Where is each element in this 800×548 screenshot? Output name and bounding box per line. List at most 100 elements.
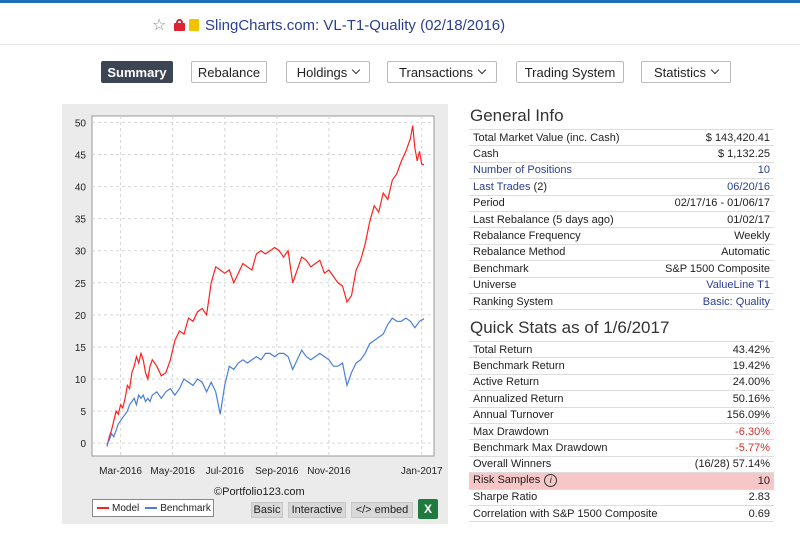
- x-tick-label: Sep-2016: [255, 466, 299, 477]
- quick-stats-title: Quick Stats as of 1/6/2017: [470, 318, 670, 337]
- y-tick-label: 15: [75, 343, 87, 354]
- chart-interactive-label: Interactive: [291, 504, 343, 516]
- chart-credit: ©Portfolio123.com: [214, 486, 305, 498]
- chevron-down-icon: [352, 65, 361, 75]
- row-value: S&P 1500 Composite: [645, 260, 774, 278]
- row-value: Automatic: [645, 243, 774, 261]
- y-tick-label: 50: [75, 118, 87, 129]
- row-value: 19.42%: [681, 357, 774, 375]
- row-value: (16/28) 57.14%: [681, 455, 774, 473]
- tab-statistics[interactable]: Statistics: [641, 61, 731, 83]
- excel-icon[interactable]: X: [418, 499, 438, 519]
- row-value: 43.42%: [681, 340, 774, 358]
- page-title: SlingCharts.com: VL-T1-Quality (02/18/20…: [205, 16, 506, 34]
- last-trades-link[interactable]: Last Trades: [473, 180, 531, 193]
- row-value: Weekly: [645, 227, 774, 245]
- tab-rebalance[interactable]: Rebalance: [191, 61, 267, 83]
- table-row: Rebalance Frequency Weekly: [469, 227, 774, 245]
- legend-benchmark-swatch: [145, 507, 158, 509]
- quick-stats-table: Total Return 43.42% Benchmark Return 19.42…: [469, 340, 774, 523]
- number-of-positions-link[interactable]: Number of Positions: [469, 161, 646, 179]
- legend-benchmark: Benchmark: [145, 503, 211, 514]
- row-label: Annual Turnover: [469, 406, 682, 424]
- chart-svg: 0 5 10 15 20 25 30 35 40 45 50 Mar-2016 May-2016 Jul-…: [75, 115, 443, 477]
- row-label: Total Market Value (inc. Cash): [469, 128, 646, 146]
- table-row: Benchmark Return 19.42%: [469, 357, 774, 375]
- table-row: Total Market Value (inc. Cash) $ 143,420.…: [469, 128, 774, 146]
- table-row: Sharpe Ratio 2.83: [469, 488, 774, 506]
- chart-basic-button[interactable]: Basic: [251, 502, 283, 518]
- risk-samples-cell: Risk Samples i: [469, 472, 682, 490]
- tab-summary-label: Summary: [107, 64, 167, 80]
- table-row: Number of Positions 10: [469, 161, 774, 179]
- row-label: Sharpe Ratio: [469, 488, 682, 506]
- tab-transactions[interactable]: Transactions: [387, 61, 497, 83]
- model-series-line: [106, 125, 425, 447]
- row-value: $ 143,420.41: [645, 128, 774, 146]
- chart-embed-label: </> embed: [355, 504, 409, 516]
- row-label: Benchmark: [469, 260, 646, 278]
- tab-statistics-label: Statistics: [653, 64, 706, 80]
- info-icon[interactable]: i: [544, 474, 558, 488]
- row-label: Risk Samples: [473, 474, 541, 487]
- benchmark-series-line: [106, 317, 425, 445]
- tab-transactions-label: Transactions: [399, 64, 473, 80]
- table-row: Benchmark S&P 1500 Composite: [469, 260, 774, 278]
- row-label: Last Rebalance (5 days ago): [469, 210, 646, 228]
- row-label: Benchmark Return: [469, 357, 682, 375]
- last-trades-date-link[interactable]: 06/20/16: [645, 178, 774, 196]
- row-label: Overall Winners: [469, 455, 682, 473]
- chevron-down-icon: [477, 65, 487, 75]
- last-trades-count: (2): [533, 180, 547, 193]
- tab-trading-system-label: Trading System: [524, 64, 616, 80]
- top-accent-bar: [0, 0, 800, 3]
- last-trades-cell: Last Trades (2): [469, 178, 646, 196]
- table-row: Total Return 43.42%: [469, 340, 774, 358]
- x-tick-label: Nov-2016: [307, 466, 351, 477]
- row-value: 156.09%: [681, 406, 774, 424]
- table-row: Period 02/17/16 - 01/06/17: [469, 194, 774, 212]
- number-of-positions-value[interactable]: 10: [645, 161, 774, 179]
- y-tick-label: 25: [75, 279, 87, 290]
- table-row: Overall Winners (16/28) 57.14%: [469, 455, 774, 473]
- legend-model-label: Model: [112, 502, 140, 514]
- table-row: Last Rebalance (5 days ago) 01/02/17: [469, 210, 774, 228]
- row-value: -6.30%: [681, 422, 774, 440]
- row-value: 10: [681, 472, 774, 490]
- x-tick-label: Jan-2017: [401, 466, 443, 477]
- tab-holdings-label: Holdings: [296, 64, 348, 80]
- ranking-system-link[interactable]: Basic: Quality: [645, 292, 774, 311]
- x-tick-label: May-2016: [150, 466, 195, 477]
- tab-holdings[interactable]: Holdings: [286, 61, 370, 83]
- universe-link[interactable]: ValueLine T1: [645, 276, 774, 294]
- table-row: Rebalance Method Automatic: [469, 243, 774, 261]
- row-value: -5.77%: [681, 439, 774, 457]
- tab-summary[interactable]: Summary: [101, 61, 173, 83]
- x-tick-label: Jul-2016: [206, 466, 245, 477]
- y-tick-label: 40: [75, 183, 87, 194]
- row-value: 2.83: [681, 488, 774, 506]
- excel-icon-label: X: [423, 502, 432, 516]
- note-icon: [189, 19, 199, 31]
- table-row: Active Return 24.00%: [469, 373, 774, 391]
- performance-chart: 0 5 10 15 20 25 30 35 40 45 50 Mar-2016 May-2016 Jul-…: [62, 104, 448, 524]
- chart-embed-button[interactable]: </> embed: [351, 502, 413, 518]
- header-divider: [0, 44, 800, 45]
- table-row: Last Trades (2) 06/20/16: [469, 178, 774, 196]
- legend-model-swatch: [97, 507, 109, 509]
- y-tick-label: 35: [75, 215, 87, 226]
- chart-interactive-button[interactable]: Interactive: [288, 502, 346, 518]
- row-label: Rebalance Method: [469, 243, 646, 261]
- chart-basic-label: Basic: [253, 504, 281, 516]
- row-label: Universe: [469, 276, 646, 294]
- chevron-down-icon: [710, 65, 720, 75]
- window-title-bar: ☆ SlingCharts.com: VL-T1-Quality (02/18/…: [152, 12, 505, 38]
- row-value: $ 1,132.25: [645, 145, 774, 163]
- table-row: Ranking System Basic: Quality: [469, 292, 774, 311]
- y-tick-label: 20: [75, 311, 87, 322]
- lock-icon: [174, 19, 185, 31]
- star-icon[interactable]: ☆: [152, 17, 167, 34]
- y-tick-label: 5: [80, 407, 86, 418]
- nav-bar: Summary Rebalance Holdings Transactions …: [0, 61, 800, 83]
- tab-trading-system[interactable]: Trading System: [516, 61, 624, 83]
